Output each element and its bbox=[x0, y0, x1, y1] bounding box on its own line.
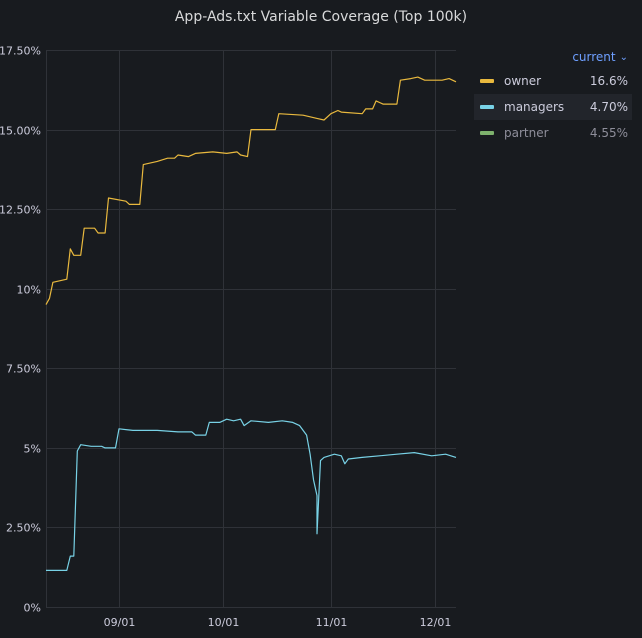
legend-header-label: current bbox=[572, 50, 616, 64]
y-tick-label: 12.50% bbox=[0, 204, 41, 217]
legend-item-partner[interactable]: partner 4.55% bbox=[474, 120, 632, 146]
series-line-owner bbox=[45, 76, 457, 305]
y-tick-label: 0% bbox=[24, 602, 41, 615]
y-tick-label: 2.50% bbox=[6, 522, 41, 535]
legend-value: 4.55% bbox=[589, 126, 628, 140]
y-tick-label: 5% bbox=[24, 443, 41, 456]
legend-swatch-managers bbox=[480, 105, 494, 109]
legend-item-managers[interactable]: managers 4.70% bbox=[474, 94, 632, 120]
x-tick-label: 09/01 bbox=[104, 616, 136, 629]
y-tick-label: 17.50% bbox=[0, 45, 41, 58]
x-tick-label: 12/01 bbox=[420, 616, 452, 629]
panel-title: App-Ads.txt Variable Coverage (Top 100k) bbox=[174, 9, 468, 25]
legend-label: partner bbox=[504, 126, 549, 140]
chevron-down-icon: ⌄ bbox=[619, 51, 628, 63]
legend-sort-header[interactable]: current ⌄ bbox=[474, 46, 632, 68]
series-line-managers bbox=[46, 418, 457, 571]
legend-label: owner bbox=[504, 74, 542, 88]
y-tick-label: 10% bbox=[17, 284, 41, 297]
legend-value: 4.70% bbox=[589, 100, 628, 114]
x-tick-label: 10/01 bbox=[208, 616, 240, 629]
y-tick-label: 7.50% bbox=[6, 363, 41, 376]
legend-swatch-partner bbox=[480, 131, 494, 135]
legend-swatch-owner bbox=[480, 79, 494, 83]
legend-item-owner[interactable]: owner 16.6% bbox=[474, 68, 632, 94]
x-tick-label: 11/01 bbox=[316, 616, 348, 629]
y-tick-label: 15.00% bbox=[0, 125, 41, 138]
legend: current ⌄ owner 16.6% managers 4.70% par… bbox=[474, 46, 632, 146]
legend-value: 16.6% bbox=[589, 74, 628, 88]
legend-label: managers bbox=[504, 100, 565, 114]
